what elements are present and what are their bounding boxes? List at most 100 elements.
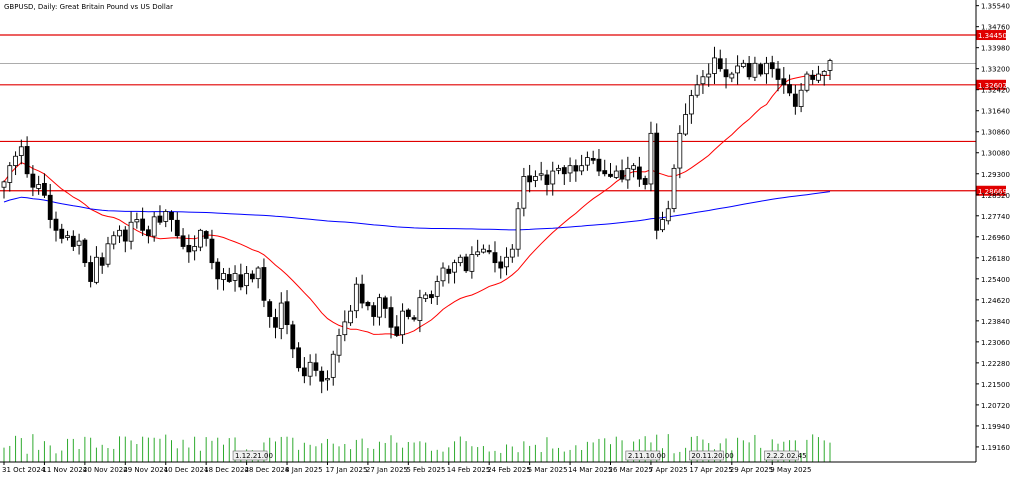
x-tick-label: 29 Nov 2024 (123, 466, 168, 474)
candle-body (117, 229, 122, 237)
candle-body (752, 62, 758, 78)
y-tick-label: 1.26960 (981, 234, 1010, 242)
y-tick-label: 1.29300 (981, 171, 1010, 179)
x-tick-label: 31 Oct 2024 (2, 466, 46, 474)
candle-body (1, 181, 7, 188)
x-tick-label: 7 Apr 2025 (649, 466, 688, 474)
candle-body (509, 248, 515, 258)
candle-body (197, 229, 203, 248)
y-tick-label: 1.19940 (981, 423, 1010, 431)
candle-body (665, 208, 671, 222)
candle-body (567, 165, 573, 174)
candle-body (758, 64, 764, 75)
candle-body (602, 170, 608, 175)
candle-body (221, 273, 226, 280)
candle-body (76, 240, 82, 246)
candle-body (740, 62, 746, 68)
candle-body (192, 246, 198, 252)
candle-body (631, 165, 637, 170)
candle-body (330, 353, 336, 378)
candle-body (371, 305, 377, 317)
candle-body (290, 324, 296, 350)
candle-body (694, 84, 700, 96)
candle-body (342, 321, 348, 336)
y-tick-label: 1.31640 (981, 108, 1010, 116)
y-tick-label: 1.30860 (981, 129, 1010, 137)
y-tick-label: 1.35540 (981, 3, 1010, 11)
candle-body (619, 170, 625, 180)
candles (1, 46, 833, 394)
candle-body (174, 219, 180, 237)
candle-body (36, 184, 42, 189)
candle-body (70, 235, 76, 247)
axis-badge (764, 450, 799, 461)
candle-body (146, 229, 151, 237)
candle-body (446, 268, 452, 274)
y-tick-label: 1.21500 (981, 381, 1010, 389)
candle-body (486, 250, 492, 253)
candle-body (94, 256, 99, 283)
x-tick-label: 5 Mar 2025 (528, 466, 568, 474)
axes: 1.35540 1.34760 1.33980 1.33200 1.32420 1.316… (0, 0, 1010, 474)
candle-body (411, 317, 417, 320)
candle-body (249, 273, 255, 280)
candle-body (301, 367, 307, 377)
candle-body (423, 294, 429, 299)
x-tick-label: 11 Nov 2024 (42, 466, 87, 474)
y-tick-label: 1.24620 (981, 297, 1010, 305)
candle-body (30, 173, 36, 188)
candle-body (122, 229, 128, 242)
candle-body (469, 254, 475, 272)
candle-body (255, 267, 261, 280)
candle-body (169, 212, 174, 220)
x-tick-label: 20 Nov 2024 (83, 466, 128, 474)
candle-body (648, 132, 654, 185)
y-tick-label: 1.33200 (981, 66, 1010, 74)
x-tick-label: 14 Feb 2025 (447, 466, 491, 474)
candle-body (746, 62, 752, 78)
candle-body (827, 60, 833, 71)
candle-body (18, 146, 24, 156)
candle-body (59, 228, 65, 239)
candle-body (642, 178, 648, 185)
candle-body (556, 167, 561, 171)
candle-body (134, 219, 140, 223)
candle-body (561, 167, 567, 175)
candle-body (261, 267, 267, 301)
candle-body (463, 256, 469, 272)
candle-body (787, 84, 792, 94)
candle-body (492, 252, 498, 264)
level-price-tag-label: 1.32602 (978, 82, 1007, 90)
y-tick-label: 1.23060 (981, 339, 1010, 347)
candle-body (186, 244, 192, 253)
candle-body (775, 68, 781, 80)
candle-body (99, 257, 105, 266)
y-tick-label: 1.28520 (981, 192, 1010, 200)
candle-body (671, 167, 677, 209)
axis-badge-label: 1.12.21.00 (235, 452, 273, 460)
candle-body (475, 251, 481, 256)
candle-body (394, 326, 400, 336)
candle-body (683, 114, 688, 135)
ma-line-20 (3, 74, 831, 337)
candle-body (325, 378, 330, 381)
candle-body (284, 301, 290, 326)
x-tick-label: 29 Apr 2025 (730, 466, 773, 474)
candle-body (434, 281, 440, 297)
axis-badge (689, 450, 724, 461)
y-tick-label: 1.22280 (981, 360, 1010, 368)
y-tick-label: 1.23840 (981, 318, 1010, 326)
candle-body (388, 307, 394, 328)
candle-body (596, 158, 602, 172)
x-tick-label: 26 Mar 2025 (609, 466, 653, 474)
x-tick-label: 9 May 2025 (770, 466, 811, 474)
axis-badge (625, 450, 661, 461)
candle-body (209, 238, 215, 264)
ma-line-200 (3, 191, 831, 231)
candle-body (579, 165, 585, 172)
candle-body (140, 218, 146, 231)
candle-body (550, 170, 556, 185)
x-tick-label: 10 Dec 2024 (164, 466, 209, 474)
